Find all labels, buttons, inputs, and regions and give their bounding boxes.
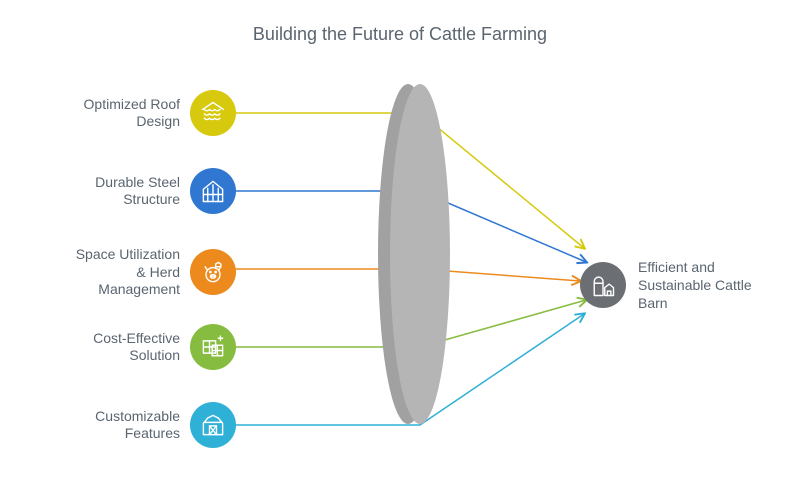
feature-roof: Optimized Roof Design	[70, 90, 236, 136]
pig-herd-icon	[190, 249, 236, 295]
feature-label: Customizable Features	[70, 408, 180, 443]
target-node: Efficient and Sustainable Cattle Barn	[580, 258, 768, 313]
roof-tiles-icon	[190, 90, 236, 136]
target-label: Efficient and Sustainable Cattle Barn	[638, 258, 768, 313]
feature-label: Space Utilization & Herd Management	[70, 246, 180, 299]
feature-steel: Durable Steel Structure	[70, 168, 236, 214]
blueprint-icon	[190, 324, 236, 370]
lens-ellipse-front	[390, 84, 450, 424]
barn-icon	[190, 402, 236, 448]
feature-label: Cost-Effective Solution	[70, 330, 180, 365]
feature-space: Space Utilization & Herd Management	[70, 246, 236, 299]
feature-label: Durable Steel Structure	[70, 174, 180, 209]
silo-barn-svg	[589, 271, 617, 299]
diagram-stage: Optimized Roof Design Durable Steel Struc…	[0, 0, 800, 500]
feature-label: Optimized Roof Design	[70, 96, 180, 131]
lens-shape	[360, 84, 480, 424]
feature-custom: Customizable Features	[70, 402, 236, 448]
silo-barn-icon	[580, 262, 626, 308]
feature-cost: Cost-Effective Solution	[70, 324, 236, 370]
steel-frame-icon	[190, 168, 236, 214]
